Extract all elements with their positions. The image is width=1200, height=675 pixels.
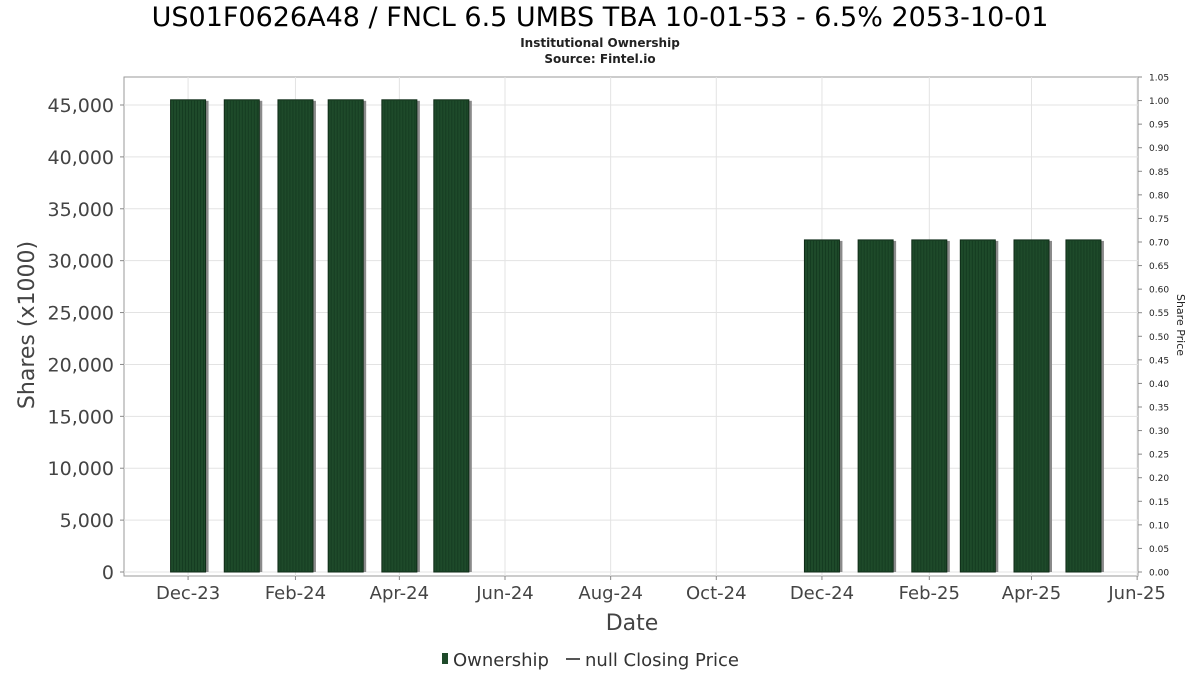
chart-title: US01F0626A48 / FNCL 6.5 UMBS TBA 10-01-5… (151, 2, 1049, 33)
y2-tick-label: 1.00 (1149, 97, 1169, 107)
axes: Dec-23 Feb-24 Apr-24 Jun-24 Aug-24 Oct-24 Dec-… (48, 74, 1170, 605)
y-tick-label: 15,000 (48, 406, 114, 428)
y-axis-label: Shares (x1000) (15, 241, 40, 409)
y2-tick-label: 0.95 (1149, 121, 1169, 131)
ownership-bar (857, 239, 897, 573)
x-tick-label: Apr-24 (370, 583, 429, 604)
y-tick-label: 35,000 (48, 199, 114, 221)
y2-tick-label: 0.85 (1149, 168, 1169, 178)
x-tick-label: Feb-25 (899, 583, 960, 604)
x-tick-label: Feb-24 (265, 583, 326, 604)
y-tick-label: 10,000 (48, 458, 114, 480)
x-axis-label: Date (606, 611, 659, 636)
ownership-bar (959, 239, 999, 573)
x-tick-label: Apr-25 (1002, 583, 1061, 604)
ownership-bar (277, 99, 316, 573)
y2-tick-label: 0.15 (1149, 498, 1169, 508)
y2-tick-label: 0.75 (1149, 215, 1169, 225)
y-tick-label: 40,000 (48, 147, 114, 169)
ownership-bar (223, 99, 263, 573)
y-tick-label: 5,000 (60, 510, 114, 532)
y2-tick-label: 0.90 (1149, 144, 1169, 154)
ownership-bar (1013, 239, 1052, 573)
y-tick-label: 30,000 (48, 251, 114, 273)
y2-tick-label: 0.60 (1149, 286, 1169, 296)
x-tick-label: Jun-24 (475, 583, 534, 604)
y2-tick-label: 0.65 (1149, 262, 1169, 272)
ownership-bar (1065, 239, 1104, 573)
ownership-bar (170, 99, 209, 573)
ownership-bar (803, 239, 843, 573)
y2-tick-label: 0.45 (1149, 356, 1169, 366)
legend: Ownership null Closing Price (442, 650, 739, 671)
y2-tick-label: 0.30 (1149, 427, 1169, 437)
x-tick-label: Oct-24 (686, 583, 747, 604)
y2-tick-label: 0.10 (1149, 521, 1169, 531)
ownership-bar (433, 99, 472, 573)
y2-tick-label: 0.80 (1149, 191, 1169, 201)
y2-tick-label: 1.05 (1149, 74, 1169, 84)
x-tick-label: Aug-24 (578, 583, 643, 604)
x-tick-label: Dec-23 (156, 583, 220, 604)
legend-price-label: null Closing Price (585, 650, 739, 671)
y2-tick-label: 0.40 (1149, 380, 1169, 390)
chart-subtitle: Institutional Ownership (520, 36, 680, 50)
ownership-bar (327, 99, 367, 573)
y2-tick-label: 0.55 (1149, 309, 1169, 319)
y2-tick-label: 0.00 (1149, 569, 1169, 579)
y2-tick-label: 0.70 (1149, 239, 1169, 249)
secondary-y-axis-label: Share Price (1174, 294, 1187, 356)
legend-ownership-label: Ownership (453, 650, 549, 671)
y-tick-label: 0 (102, 562, 114, 584)
y2-tick-label: 0.05 (1149, 545, 1169, 555)
ownership-bar (911, 239, 950, 573)
bar-layer (170, 99, 1104, 573)
y2-tick-label: 0.35 (1149, 404, 1169, 414)
ownership-bar (381, 99, 420, 573)
legend-ownership-swatch (442, 653, 448, 664)
chart-source: Source: Fintel.io (544, 52, 656, 66)
y-tick-label: 25,000 (48, 303, 114, 325)
y2-tick-label: 0.25 (1149, 451, 1169, 461)
y2-tick-label: 0.20 (1149, 474, 1169, 484)
x-tick-label: Dec-24 (790, 583, 854, 604)
y-tick-label: 45,000 (48, 95, 114, 117)
y-tick-label: 20,000 (48, 354, 114, 376)
x-tick-label: Jun-25 (1107, 583, 1166, 604)
y2-tick-label: 0.50 (1149, 333, 1169, 343)
